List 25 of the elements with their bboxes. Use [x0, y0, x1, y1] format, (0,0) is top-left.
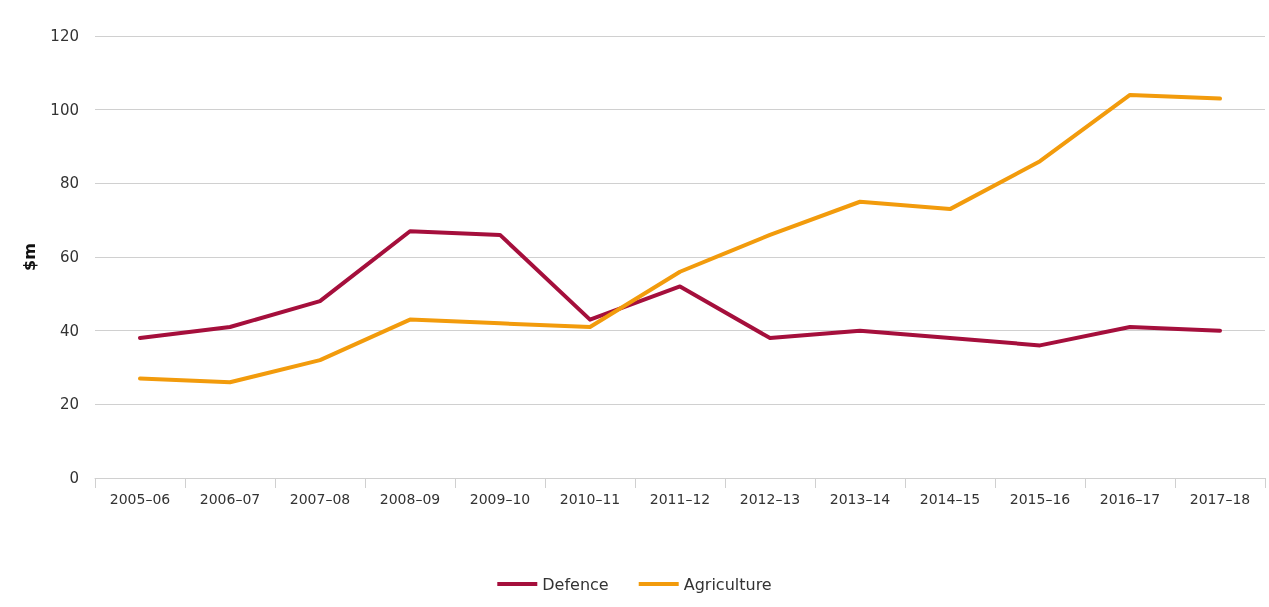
- y-tick-label: 120: [50, 27, 79, 45]
- y-axis-title: $m: [19, 243, 39, 271]
- legend-label: Defence: [542, 574, 609, 594]
- x-tick-label: 2010–11: [559, 491, 621, 507]
- x-tick-label: 2009–10: [469, 491, 531, 507]
- x-tick-label: 2012–13: [739, 491, 801, 507]
- y-tick-label: 40: [59, 321, 79, 340]
- line-series: [138, 229, 1222, 348]
- x-tick-label: 2007–08: [289, 491, 351, 507]
- x-tick-label: 2013–14: [829, 491, 891, 507]
- x-tick-label: 2008–09: [379, 491, 441, 507]
- x-tick-label: 2005–06: [109, 491, 171, 507]
- y-tick-label: 0: [69, 469, 79, 487]
- x-tick-label: 2014–15: [919, 491, 981, 507]
- x-tick-label: 2015–16: [1009, 491, 1071, 507]
- legend-label: Agriculture: [683, 574, 772, 594]
- x-tick-label: 2016–17: [1099, 491, 1161, 507]
- x-tick-label: 2011–12: [649, 491, 711, 507]
- x-tick-label: 2006–07: [199, 491, 261, 507]
- y-tick-label: 80: [59, 174, 79, 193]
- y-tick-label: 60: [59, 248, 79, 266]
- y-tick-label: 100: [50, 100, 79, 119]
- y-tick-label: 20: [59, 395, 79, 414]
- x-tick-label: 2017–18: [1189, 491, 1251, 507]
- line-series: [138, 92, 1222, 385]
